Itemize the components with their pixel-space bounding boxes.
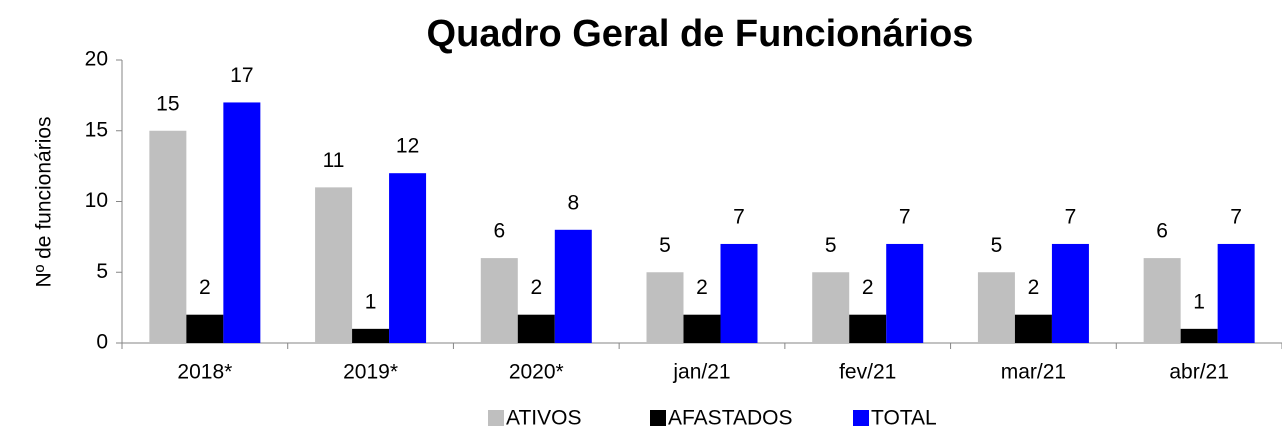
data-label: 8 [567, 191, 579, 214]
x-tick-label: 2020* [509, 361, 564, 384]
legend-label: AFASTADOS [668, 407, 792, 430]
legend-swatch [650, 410, 666, 426]
data-label: 5 [825, 234, 837, 257]
data-label: 2 [862, 276, 874, 299]
data-label: 15 [156, 92, 179, 115]
bar [977, 272, 1015, 343]
bar [315, 187, 353, 343]
data-label: 5 [991, 234, 1003, 257]
data-label: 7 [1230, 205, 1242, 228]
bar [1217, 243, 1255, 343]
bar [186, 314, 224, 343]
x-tick-label: 2019* [343, 361, 398, 384]
legend-label: TOTAL [871, 407, 937, 430]
bar [1143, 258, 1181, 343]
bar [517, 314, 555, 343]
data-label: 2 [199, 276, 211, 299]
bar [1014, 314, 1052, 343]
data-label: 11 [323, 149, 345, 172]
y-axis-label: Nº de funcionários [33, 116, 56, 287]
x-tick-label: mar/21 [1001, 361, 1066, 384]
legend-label: ATIVOS [506, 407, 581, 430]
data-label: 1 [1193, 290, 1205, 313]
legend-swatch [488, 410, 504, 426]
bar [480, 258, 518, 343]
bar [389, 173, 427, 343]
data-label: 2 [1028, 276, 1040, 299]
bar [149, 130, 187, 343]
bar [849, 314, 887, 343]
data-label: 7 [899, 205, 911, 228]
y-tick-label: 10 [85, 189, 108, 212]
data-label: 7 [733, 205, 745, 228]
bar [886, 243, 924, 343]
data-label: 12 [396, 135, 419, 158]
data-label: 5 [659, 234, 671, 257]
y-tick-label: 15 [85, 118, 108, 141]
bar [1180, 328, 1218, 343]
data-label: 1 [365, 290, 377, 313]
bar [720, 243, 758, 343]
bar [554, 229, 592, 343]
x-tick-label: fev/21 [839, 361, 896, 384]
bar [646, 272, 684, 343]
data-label: 6 [1156, 220, 1168, 243]
bar [223, 102, 261, 343]
chart-title: Quadro Geral de Funcionários [427, 13, 974, 55]
y-tick-label: 20 [85, 48, 108, 71]
x-tick-label: 2018* [177, 361, 232, 384]
bar [812, 272, 850, 343]
data-label: 6 [493, 220, 505, 243]
data-label: 2 [530, 276, 542, 299]
legend-swatch [853, 410, 869, 426]
x-tick-label: jan/21 [672, 361, 730, 384]
y-tick-label: 5 [96, 260, 108, 283]
bar [683, 314, 721, 343]
bar [1051, 243, 1089, 343]
x-tick-label: abr/21 [1169, 361, 1229, 384]
y-tick-label: 0 [96, 331, 108, 354]
bar [352, 328, 390, 343]
data-label: 7 [1065, 205, 1077, 228]
data-label: 2 [696, 276, 708, 299]
data-label: 17 [230, 64, 253, 87]
